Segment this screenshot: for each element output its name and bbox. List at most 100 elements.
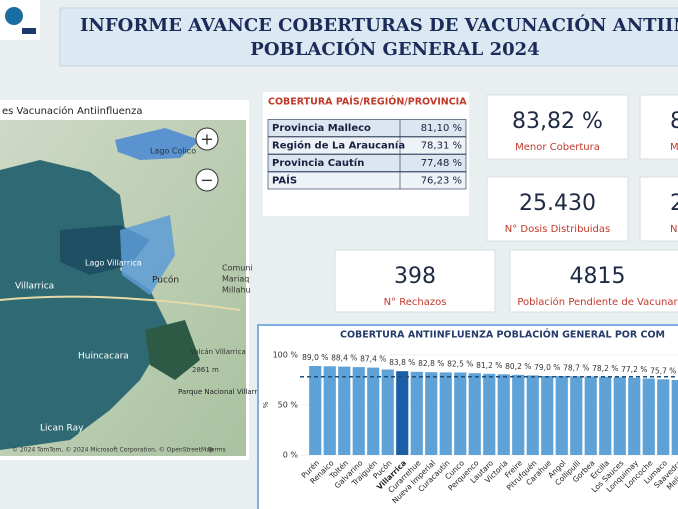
data-label: 79,0 % (534, 363, 560, 372)
kpi-value: 2 (670, 191, 678, 216)
map-label: Lago Villarrica (85, 259, 142, 268)
kpi-value: 4815 (570, 264, 626, 289)
table-cell: 77,48 % (421, 158, 462, 169)
bar (512, 374, 525, 455)
map-label: Parque Nacional Villarrica (178, 388, 267, 396)
map-label: Pucón (152, 275, 179, 286)
bar (439, 372, 452, 455)
map-label: Huincacara (78, 352, 129, 362)
kpi-card (639, 176, 678, 242)
table-cell: PAÍS (272, 174, 297, 187)
map-label: Millahu (222, 286, 251, 295)
lake-colico (115, 128, 200, 160)
table-cell: Provincia Malleco (272, 123, 371, 134)
zoom-out-icon[interactable]: − (200, 171, 213, 190)
table-row (267, 154, 467, 172)
kpi-value: 8 (670, 109, 678, 134)
data-label: 75,7 % (650, 366, 676, 375)
map-label: Volcán Villarrica (190, 348, 246, 356)
pucon-area (120, 215, 175, 295)
zoom-out-button[interactable] (195, 168, 219, 192)
table-row (267, 171, 467, 190)
bar (526, 375, 539, 455)
park-area (145, 320, 200, 380)
y-axis-label: % (262, 401, 270, 408)
data-label: 78,2 % (592, 364, 618, 373)
kpi-label: Población Pendiente de Vacunar (517, 296, 678, 308)
logo (5, 7, 23, 25)
kpi-card (639, 94, 678, 160)
kpi-card (334, 249, 496, 313)
table-row (267, 136, 467, 155)
bar (642, 378, 655, 455)
bar (599, 376, 612, 455)
data-label: 89,0 % (302, 353, 328, 362)
table-cell: 76,23 % (421, 176, 462, 187)
table-cell: 78,31 % (421, 141, 462, 152)
data-label: 82,8 % (418, 359, 444, 368)
bar (425, 372, 438, 455)
kpi-cards: 83,82 % Menor Cobertura 25.430 N° Dosis Dis… (334, 94, 678, 313)
data-label: 77,2 % (621, 365, 647, 374)
road (0, 295, 241, 311)
table-title: COBERTURA PAÍS/REGIÓN/PROVINCIA (268, 96, 467, 108)
kpi-label: N° Vac (670, 224, 678, 235)
map-label: Lago Colico (150, 147, 196, 156)
kpi-card (486, 94, 629, 160)
map-label: Lican Ray (40, 424, 84, 434)
kpi-card (509, 249, 678, 313)
data-label: 80,2 % (505, 362, 531, 371)
y-tick-label: 0 % (283, 451, 299, 460)
data-label: 81,2 % (476, 361, 502, 370)
map-terms: Terms (207, 447, 226, 454)
header-title: POBLACIÓN GENERAL 2024 (250, 37, 539, 60)
table-cell: Provincia Cautín (272, 157, 364, 169)
bar (396, 371, 409, 455)
kpi-value: 398 (394, 264, 436, 289)
zoom-in-button[interactable] (195, 127, 219, 151)
zoom-in-icon[interactable]: + (200, 130, 213, 149)
bar (628, 377, 641, 455)
bar (454, 372, 467, 455)
bar (555, 376, 568, 455)
header-box (59, 7, 678, 67)
bar (367, 367, 380, 455)
bar (309, 366, 322, 455)
map-title: es Vacunación Antiinfluenza (2, 105, 142, 117)
kpi-label: Menor Cobertura (515, 142, 600, 153)
kpi-value: 83,82 % (512, 109, 603, 134)
table-cell: Región de La Araucanía (272, 140, 405, 152)
table: Provincia Malleco 81,10 % Región de La Ara… (267, 119, 467, 190)
bar (483, 373, 496, 455)
bar (468, 373, 481, 455)
table-cell: 81,10 % (421, 123, 462, 134)
kpi-card (486, 176, 629, 242)
bar (381, 369, 394, 455)
map-label: Villarrica (15, 282, 54, 292)
y-tick-label: 50 % (278, 401, 299, 410)
map-label: Comuni (222, 264, 253, 273)
data-label: 82,5 % (447, 360, 473, 369)
bar (410, 371, 423, 455)
commune-area (0, 160, 170, 450)
bar (657, 379, 670, 455)
bar (671, 380, 678, 455)
kpi-value: 25.430 (519, 191, 596, 216)
data-label: 87,4 % (360, 355, 386, 364)
table-row (267, 119, 467, 137)
data-label: 83,8 % (389, 358, 415, 367)
bar (570, 376, 583, 455)
kpi-label: N° Dosis Distribuidas (505, 224, 611, 235)
bar (352, 367, 365, 455)
bar (497, 374, 510, 455)
kpi-label: M (670, 142, 678, 153)
chart-title: COBERTURA ANTIINFLUENZA POBLACIÓN GENERA… (340, 329, 665, 341)
map-attribution: © 2024 TomTom, © 2024 Microsoft Corporat… (12, 447, 214, 454)
header-title: INFORME AVANCE COBERTURAS DE VACUNACIÓN … (80, 13, 678, 36)
map-label: 2861 m (192, 366, 219, 374)
map-label: Mariaq (222, 275, 249, 284)
data-label: 78,7 % (563, 363, 589, 372)
map (0, 120, 246, 456)
